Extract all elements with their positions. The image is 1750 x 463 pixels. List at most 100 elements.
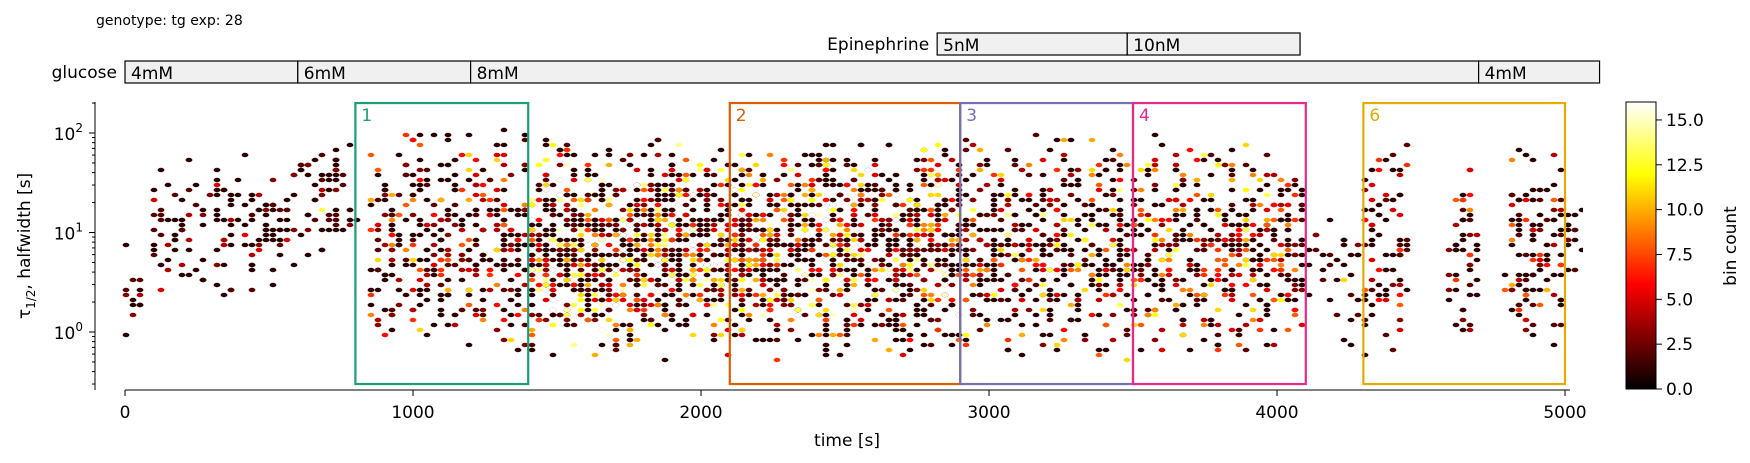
hex-bin bbox=[1025, 197, 1033, 203]
hex-bin bbox=[220, 237, 228, 243]
hex-bin bbox=[1571, 212, 1579, 218]
hex-bin bbox=[563, 212, 571, 218]
hex-bin bbox=[1270, 202, 1278, 208]
hex-bin bbox=[255, 242, 263, 248]
hex-bin bbox=[1382, 332, 1390, 338]
hex-bin bbox=[171, 217, 179, 223]
hex-bin bbox=[458, 257, 466, 263]
hex-bin bbox=[633, 207, 641, 213]
hex-bin bbox=[255, 207, 263, 213]
hex-bin bbox=[969, 307, 977, 313]
hex-bin bbox=[927, 207, 935, 213]
hex-bin bbox=[717, 287, 725, 293]
hex-bin bbox=[465, 132, 473, 138]
hex-bin bbox=[668, 237, 676, 243]
hex-bin bbox=[731, 222, 739, 228]
hex-bin bbox=[920, 172, 928, 178]
hex-bin bbox=[689, 222, 697, 228]
hex-bin bbox=[486, 267, 494, 273]
hex-bin bbox=[1158, 287, 1166, 293]
hex-bin bbox=[689, 292, 697, 298]
hex-bin bbox=[906, 207, 914, 213]
hex-bin bbox=[479, 197, 487, 203]
hex-bin bbox=[668, 192, 676, 198]
hex-bin bbox=[969, 312, 977, 318]
hex-bin bbox=[997, 252, 1005, 258]
hex-bin bbox=[864, 267, 872, 273]
hex-bin bbox=[311, 182, 319, 188]
hex-bin bbox=[836, 342, 844, 348]
hex-bin bbox=[1158, 282, 1166, 288]
hex-bin bbox=[1557, 197, 1565, 203]
hex-bin bbox=[745, 247, 753, 253]
hex-bin bbox=[1109, 337, 1117, 343]
hex-bin bbox=[633, 247, 641, 253]
hex-bin bbox=[584, 287, 592, 293]
hex-bin bbox=[822, 227, 830, 233]
hex-bin bbox=[1529, 302, 1537, 308]
hex-bin bbox=[563, 162, 571, 168]
hex-bin bbox=[794, 247, 802, 253]
hex-bin bbox=[983, 242, 991, 248]
hex-bin bbox=[1046, 187, 1054, 193]
hex-bin bbox=[451, 222, 459, 228]
hex-bin bbox=[493, 187, 501, 193]
hex-bin bbox=[1459, 207, 1467, 213]
hex-bin bbox=[864, 307, 872, 313]
hex-bin bbox=[794, 312, 802, 318]
hex-bin bbox=[640, 182, 648, 188]
hex-bin bbox=[843, 157, 851, 163]
hex-bin bbox=[423, 257, 431, 263]
hex-bin bbox=[437, 312, 445, 318]
hex-bin bbox=[1102, 222, 1110, 228]
hex-bin bbox=[1242, 162, 1250, 168]
hex-bin bbox=[437, 227, 445, 233]
hex-bin bbox=[1214, 162, 1222, 168]
hex-bin bbox=[906, 242, 914, 248]
hex-bin bbox=[1515, 227, 1523, 233]
hex-bin bbox=[1508, 307, 1516, 313]
hex-bin bbox=[409, 137, 417, 143]
hex-bin bbox=[227, 202, 235, 208]
hex-bin bbox=[857, 317, 865, 323]
hex-bin bbox=[647, 247, 655, 253]
hex-bin bbox=[591, 287, 599, 293]
hex-bin bbox=[654, 197, 662, 203]
hex-bin bbox=[885, 217, 893, 223]
hex-bin bbox=[178, 217, 186, 223]
hex-bin bbox=[276, 242, 284, 248]
hex-bin bbox=[535, 227, 543, 233]
hex-bin bbox=[1025, 172, 1033, 178]
hex-bin bbox=[675, 277, 683, 283]
hex-bin bbox=[808, 277, 816, 283]
hex-bin bbox=[584, 232, 592, 238]
hex-bin bbox=[437, 177, 445, 183]
hex-bin bbox=[1382, 252, 1390, 258]
x-tick-label: 3000 bbox=[967, 403, 1010, 423]
hex-bin bbox=[759, 252, 767, 258]
hex-bin bbox=[1053, 267, 1061, 273]
hex-bin bbox=[766, 222, 774, 228]
hex-bin bbox=[703, 277, 711, 283]
hex-bin bbox=[1396, 247, 1404, 253]
hex-bin bbox=[675, 267, 683, 273]
hex-bin bbox=[815, 227, 823, 233]
hex-bin bbox=[780, 192, 788, 198]
hex-bin bbox=[654, 232, 662, 238]
hex-bin bbox=[409, 172, 417, 178]
hex-bin bbox=[885, 277, 893, 283]
hex-bin bbox=[388, 207, 396, 213]
hex-bin bbox=[409, 192, 417, 198]
hex-bin bbox=[1095, 352, 1103, 358]
hex-bin bbox=[388, 272, 396, 278]
hex-bin bbox=[570, 262, 578, 268]
hex-bin bbox=[1151, 157, 1159, 163]
hex-bin bbox=[927, 247, 935, 253]
hex-bin bbox=[689, 152, 697, 158]
hex-bin bbox=[731, 267, 739, 273]
hex-bin bbox=[1452, 222, 1460, 228]
hex-bin bbox=[500, 207, 508, 213]
hex-bin bbox=[1207, 207, 1215, 213]
hex-bin bbox=[1354, 312, 1362, 318]
hex-bin bbox=[325, 227, 333, 233]
